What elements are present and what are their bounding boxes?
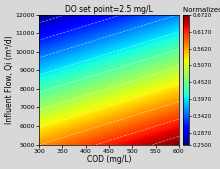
Y-axis label: Influent Flow, Qi (m³/d): Influent Flow, Qi (m³/d) xyxy=(5,35,14,124)
Text: Normalized energy: Normalized energy xyxy=(183,7,220,13)
X-axis label: COD (mg/L): COD (mg/L) xyxy=(87,155,131,164)
Title: DO set point=2.5 mg/L: DO set point=2.5 mg/L xyxy=(65,5,153,14)
